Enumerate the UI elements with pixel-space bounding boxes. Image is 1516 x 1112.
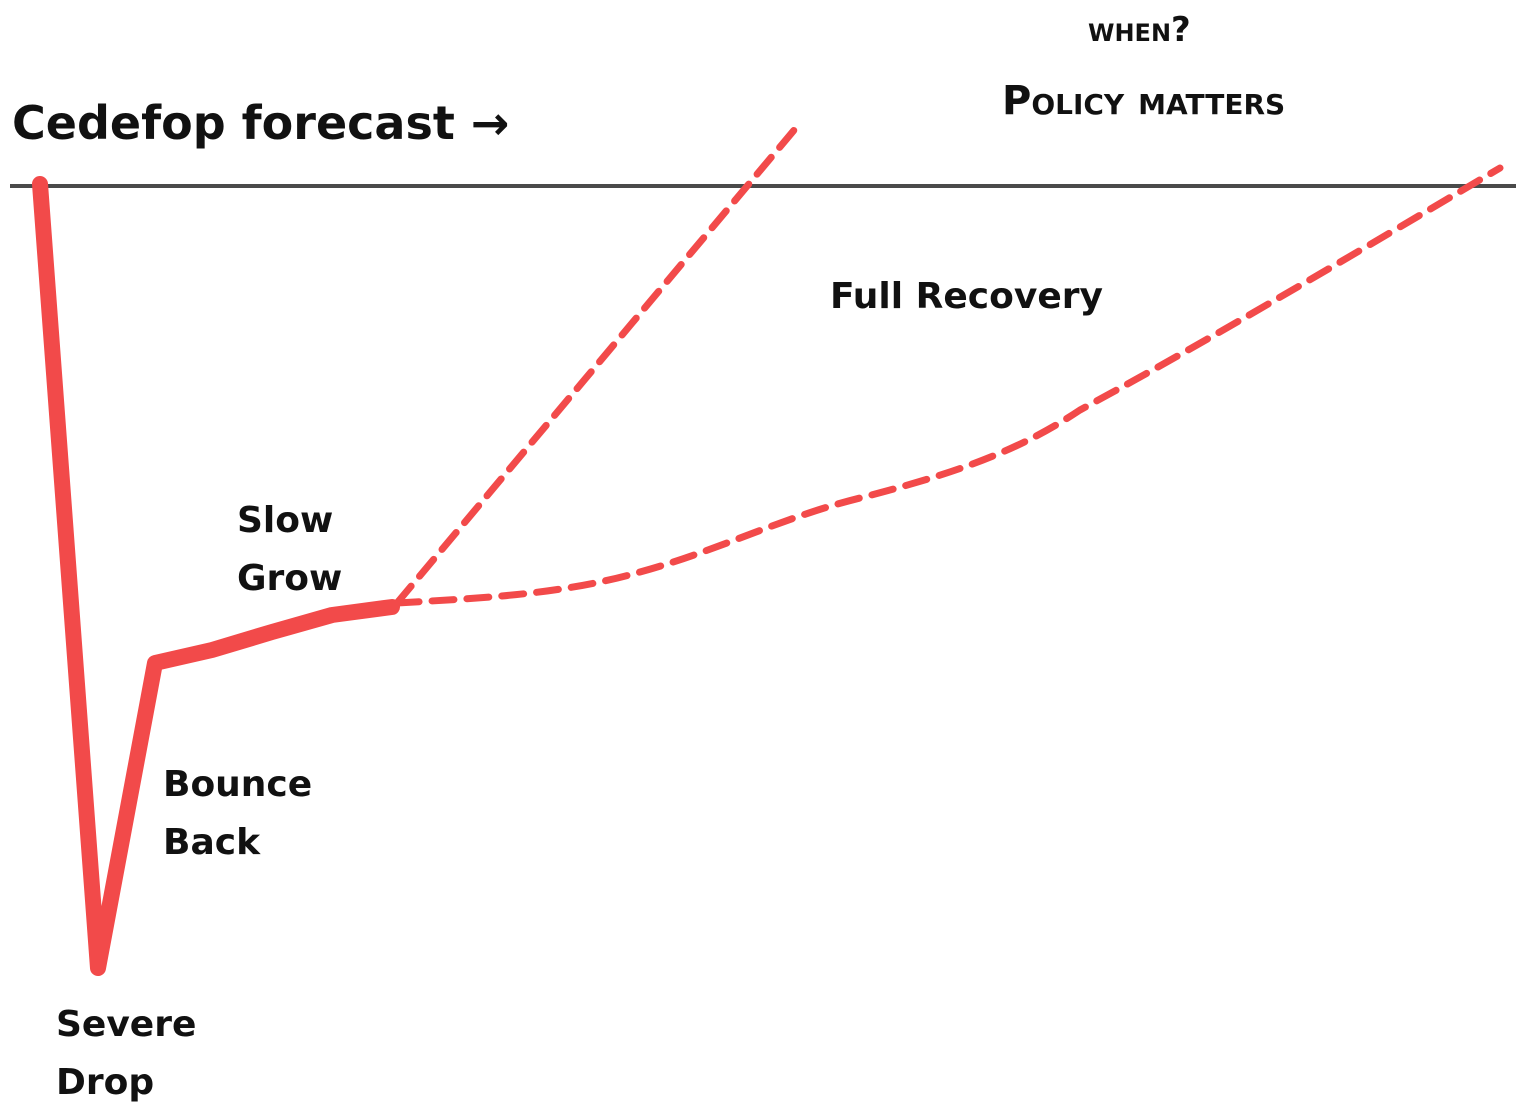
slow-recovery-dashed-line: [393, 164, 1504, 607]
bounce-back-line-2: Back: [163, 822, 261, 863]
when-question: when?: [1088, 10, 1191, 50]
policy-matters-label: Policy matters: [1002, 78, 1286, 124]
actual-path-line: [32, 176, 400, 976]
bounce-back-line-1: Bounce: [163, 764, 313, 805]
full-recovery-label: Full Recovery: [830, 276, 1103, 317]
severe-drop-label: Severe Drop: [56, 996, 196, 1112]
forecast-label: Cedefop forecast: [12, 96, 455, 150]
slow-grow-label: Slow Grow: [237, 492, 342, 608]
severe-drop-line-2: Drop: [56, 1062, 155, 1103]
forecast-title: Cedefop forecast →: [12, 96, 509, 150]
fast-recovery-dashed-line: [393, 125, 799, 607]
severe-drop-line-1: Severe: [56, 1004, 197, 1045]
slow-grow-line-2: Grow: [237, 558, 343, 599]
forecast-arrow-icon: →: [470, 96, 510, 150]
slow-grow-line-1: Slow: [237, 500, 334, 541]
bounce-back-label: Bounce Back: [163, 756, 312, 872]
